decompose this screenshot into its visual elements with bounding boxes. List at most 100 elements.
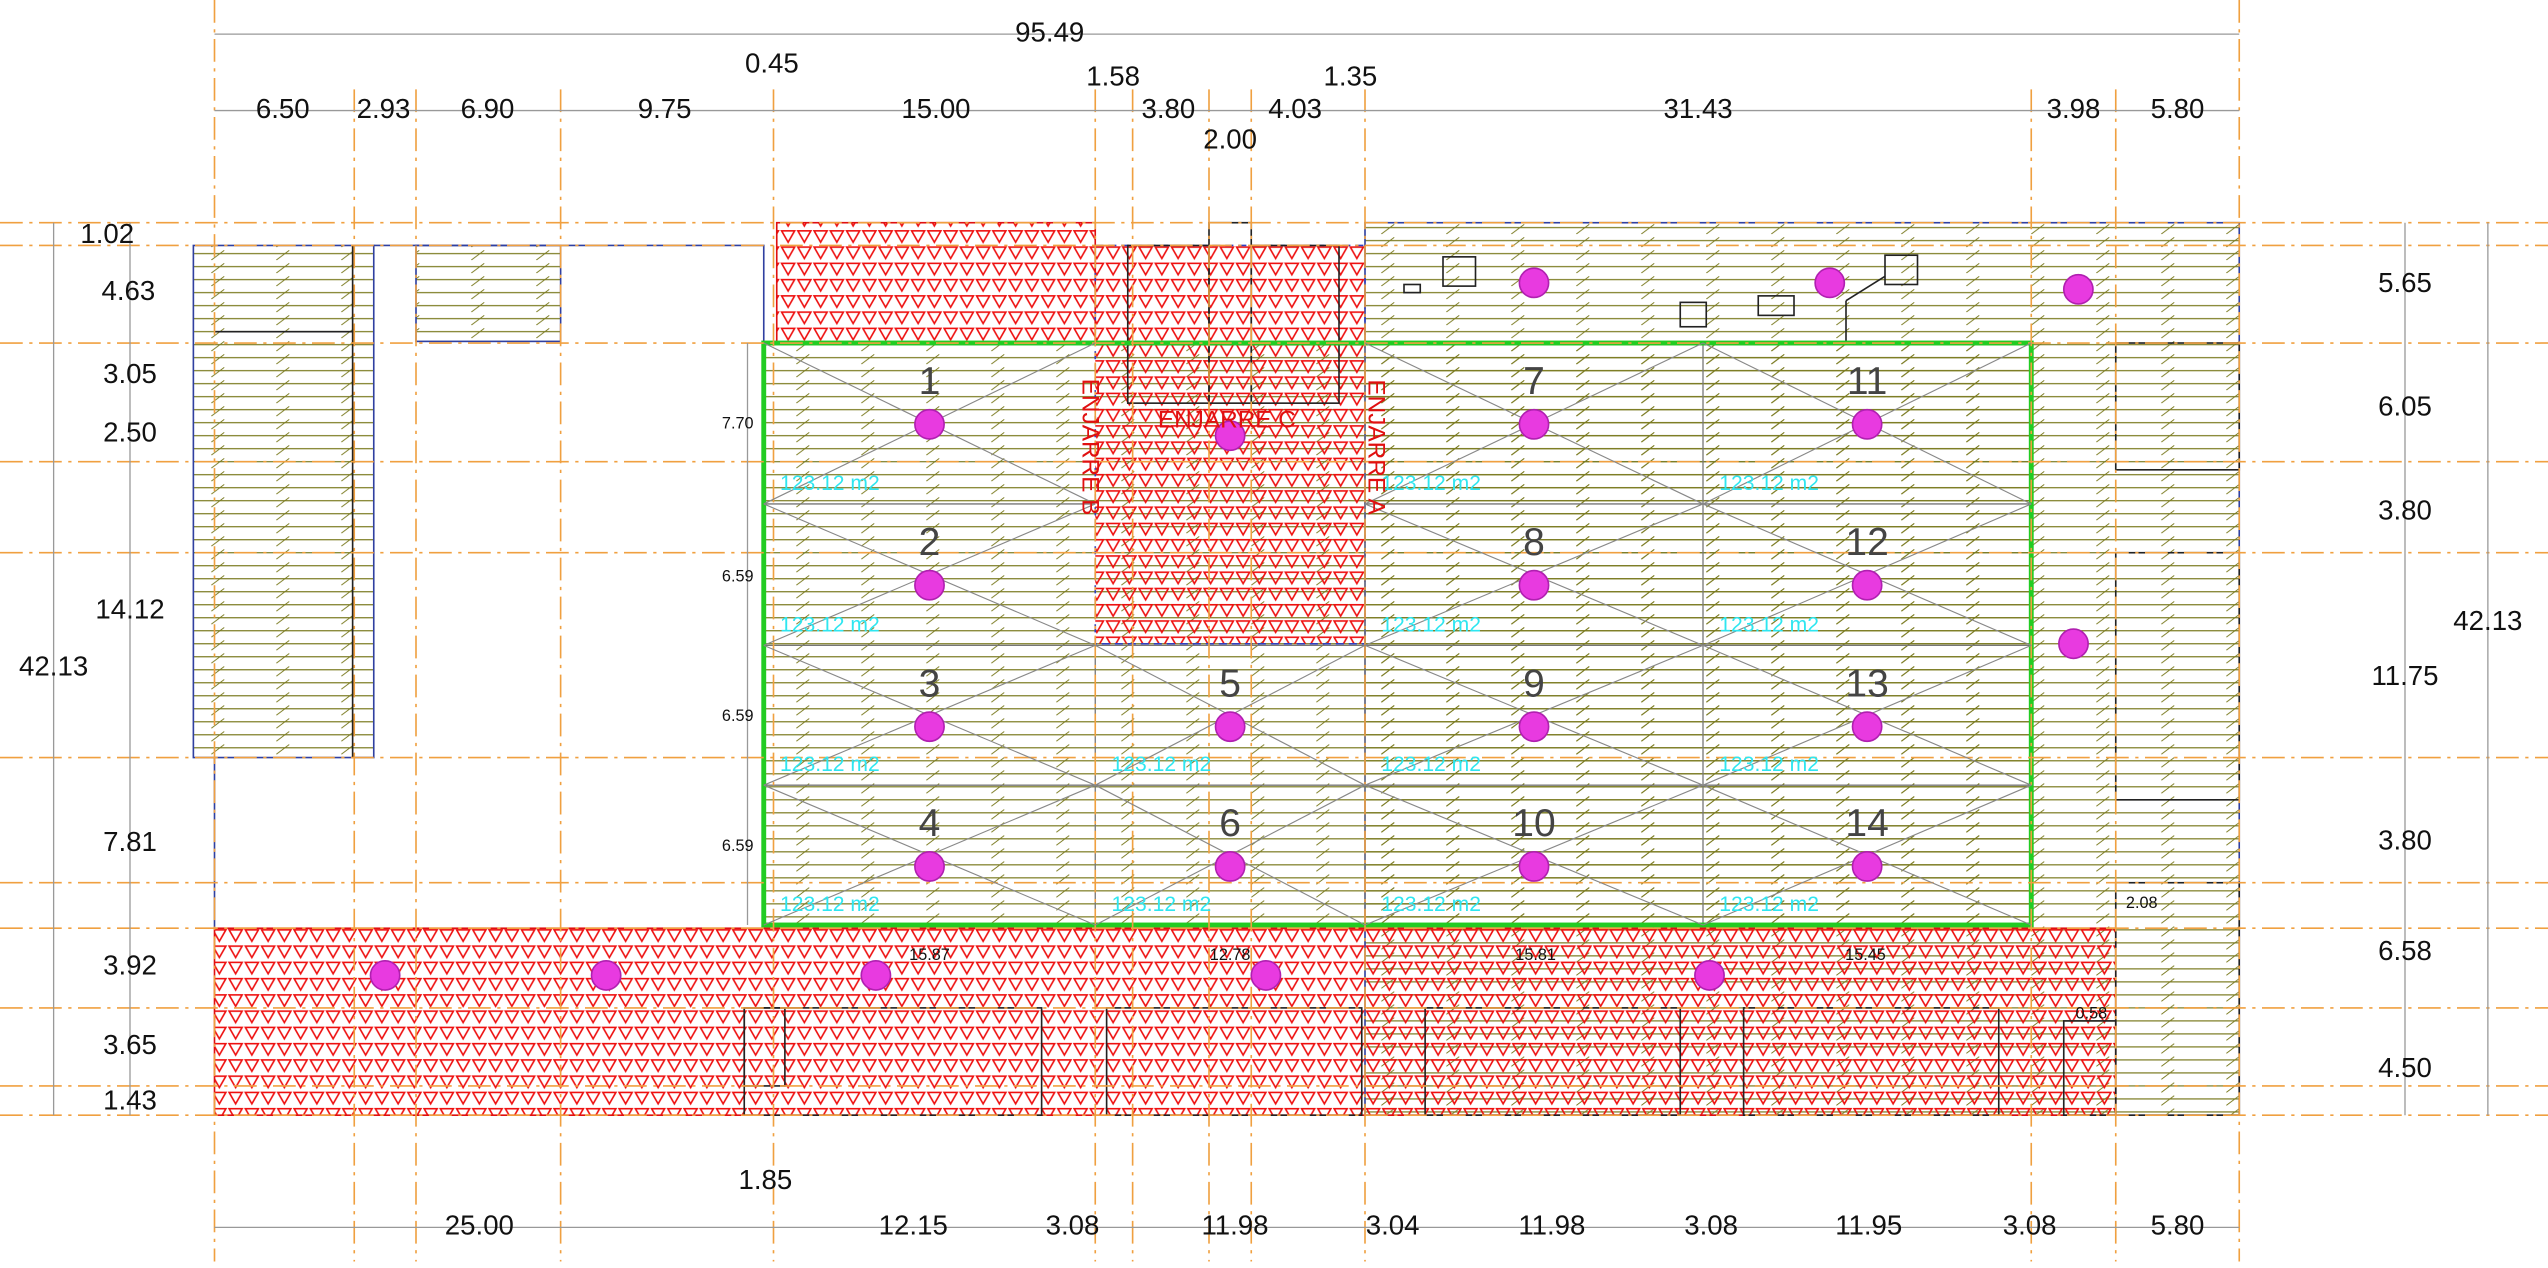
dimension-label: 6.59	[722, 707, 754, 725]
dimension-label: 2.50	[103, 416, 157, 447]
dimension-label: 3.08	[1684, 1210, 1738, 1241]
dimension-label: 11.98	[1201, 1210, 1268, 1241]
dimension-label: 0.58	[2076, 1005, 2108, 1023]
dimension-label: 6.59	[722, 837, 754, 855]
cell-number: 5	[1219, 662, 1241, 705]
dimension-label: 4.50	[2378, 1052, 2432, 1083]
dimension-label: 5.80	[2151, 1210, 2205, 1241]
cell-marker	[1214, 711, 1246, 743]
dimension-label: 3.65	[103, 1029, 157, 1060]
dimension-label: 5.80	[2151, 93, 2205, 124]
dimension-label: 3.80	[2378, 824, 2432, 855]
cell-number: 1	[919, 360, 941, 403]
cell-number: 6	[1219, 802, 1241, 845]
cell-number: 7	[1523, 360, 1545, 403]
cell-number: 4	[919, 802, 941, 845]
dimension-label: 15.00	[901, 93, 970, 124]
dimension-label: 6.59	[722, 567, 754, 585]
dimension-label: 4.03	[1268, 93, 1322, 124]
cell-area: 123.12 m2	[1111, 753, 1211, 776]
cell-number: 12	[1845, 521, 1888, 564]
dimension-label: 31.43	[1664, 93, 1733, 124]
dimension-label: 15.81	[1515, 946, 1556, 964]
dimension-label: 3.80	[1141, 93, 1195, 124]
cell-marker	[1851, 711, 1883, 743]
red-region	[775, 221, 1097, 344]
cell-marker	[914, 408, 945, 440]
cell-number: 2	[919, 521, 941, 564]
cell-number: 10	[1512, 802, 1555, 845]
dimension-label: 14.12	[95, 594, 164, 625]
cell-marker	[1518, 851, 1550, 882]
cell-area: 123.12 m2	[1111, 893, 1211, 916]
cell-area: 123.12 m2	[1381, 472, 1481, 495]
dimension-label: 25.00	[445, 1210, 514, 1241]
red-region	[213, 927, 2117, 1117]
dimension-label: 12.15	[879, 1210, 948, 1241]
cell-marker	[1851, 408, 1883, 440]
cell-area: 123.12 m2	[1381, 893, 1481, 916]
dimension-label: 11.75	[2371, 660, 2438, 691]
enjarre-label: ENJARRE B	[1076, 379, 1103, 516]
dimension-label: 7.70	[722, 415, 754, 433]
cell-number: 11	[1847, 360, 1887, 403]
cell-marker	[1851, 851, 1883, 882]
cell-area: 123.12 m2	[780, 893, 880, 916]
enjarre-label: ENJARRE A	[1362, 379, 1389, 515]
cell-marker	[1518, 569, 1550, 601]
dimension-label: 3.80	[2378, 494, 2432, 525]
dimension-label: 2.00	[1203, 124, 1257, 155]
cell-marker	[914, 851, 945, 882]
dimension-label: 11.98	[1518, 1210, 1585, 1241]
dimension-label: 3.08	[1046, 1210, 1100, 1241]
cell-marker	[1518, 408, 1550, 440]
cell-area: 123.12 m2	[1719, 893, 1819, 916]
dimension-label: 4.63	[101, 275, 155, 306]
hatch-region	[415, 244, 562, 343]
dimension-label: 15.45	[1845, 946, 1886, 964]
cell-marker	[914, 711, 945, 743]
dimension-label: 2.93	[357, 93, 411, 124]
dimension-label: 6.90	[461, 93, 515, 124]
dimension-lines	[52, 33, 2489, 1229]
enjarre-label: ENJARRE C	[1158, 406, 1296, 433]
hatch-region	[192, 244, 375, 759]
dimension-label: 3.04	[1366, 1210, 1420, 1241]
dimension-label: 7.81	[103, 826, 157, 857]
cell-area: 123.12 m2	[780, 472, 880, 495]
dimension-label: 1.02	[80, 218, 134, 249]
dimension-label: 2.08	[2126, 894, 2158, 912]
cell-area: 123.12 m2	[1381, 613, 1481, 636]
cell-marker	[1214, 851, 1246, 882]
dimension-label: 1.43	[103, 1084, 157, 1115]
dimension-label: 6.58	[2378, 935, 2432, 966]
cell-area: 123.12 m2	[780, 613, 880, 636]
cell-number: 13	[1845, 662, 1888, 705]
cell-area: 123.12 m2	[1719, 613, 1819, 636]
dimension-label: 95.49	[1015, 16, 1084, 47]
cell-area: 123.12 m2	[1719, 753, 1819, 776]
dimension-label: 11.95	[1835, 1210, 1902, 1241]
cell-area: 123.12 m2	[1719, 472, 1819, 495]
cell-number: 14	[1845, 802, 1888, 845]
dimension-label: 3.08	[2003, 1210, 2057, 1241]
dimension-label: 9.75	[638, 93, 692, 124]
dimension-label: 12.78	[1210, 946, 1251, 964]
dimension-label: 15.87	[909, 946, 950, 964]
dimension-label: 6.05	[2378, 390, 2432, 421]
hatch-region	[763, 343, 2032, 925]
markers	[369, 267, 2094, 991]
dimension-label: 3.92	[103, 950, 157, 981]
cell-number: 8	[1523, 521, 1545, 564]
cell-marker	[1518, 711, 1550, 743]
cell-marker	[1851, 569, 1883, 601]
dimension-label: 5.65	[2378, 267, 2432, 298]
cell-area: 123.12 m2	[1381, 753, 1481, 776]
cell-marker	[1214, 420, 1246, 452]
dimension-label: 42.13	[2453, 605, 2522, 636]
cell-area: 123.12 m2	[780, 753, 880, 776]
dimension-label: 0.45	[745, 47, 799, 78]
dimension-label: 3.05	[103, 358, 157, 389]
